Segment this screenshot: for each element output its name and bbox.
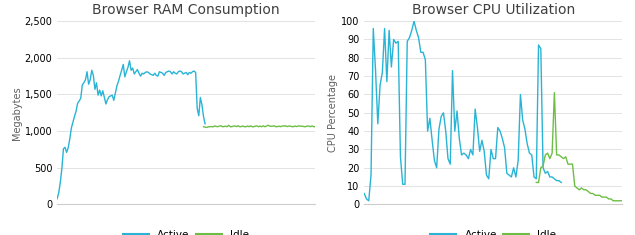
Active — [80, 81, 88, 84]
Idle — [537, 166, 545, 169]
Active — [201, 122, 209, 125]
Idle — [559, 157, 567, 160]
Active — [163, 70, 171, 73]
Legend: Active, Idle: Active, Idle — [430, 230, 556, 235]
Line: Idle: Idle — [537, 93, 622, 201]
Active — [159, 72, 166, 75]
Idle — [199, 125, 207, 128]
Idle — [596, 194, 603, 197]
Idle — [539, 164, 547, 167]
Idle — [305, 125, 313, 128]
Legend: Active, Idle: Active, Idle — [123, 230, 250, 235]
Idle — [569, 163, 577, 165]
Idle — [587, 192, 594, 195]
Active — [410, 20, 418, 23]
Idle — [607, 198, 615, 200]
Idle — [573, 187, 581, 189]
Idle — [598, 196, 606, 199]
Idle — [311, 125, 319, 128]
Active — [419, 51, 427, 54]
Idle — [241, 125, 248, 128]
Idle — [566, 163, 574, 165]
Idle — [274, 125, 281, 128]
Idle — [555, 153, 563, 156]
Y-axis label: CPU Percentage: CPU Percentage — [328, 74, 338, 152]
Active — [519, 119, 526, 121]
Active — [60, 147, 67, 150]
Idle — [612, 199, 619, 202]
Idle — [600, 196, 608, 199]
Idle — [571, 185, 578, 188]
Idle — [533, 181, 540, 184]
Active — [361, 192, 368, 195]
Idle — [605, 198, 613, 200]
Line: Idle: Idle — [203, 125, 315, 127]
Active — [53, 197, 61, 200]
Idle — [582, 188, 590, 191]
Idle — [562, 155, 570, 158]
Idle — [217, 124, 225, 127]
Active — [156, 70, 163, 73]
Active — [365, 199, 373, 202]
Idle — [580, 188, 587, 191]
Idle — [203, 126, 210, 129]
Idle — [610, 199, 617, 202]
Idle — [548, 152, 556, 155]
Y-axis label: Megabytes: Megabytes — [11, 86, 22, 140]
Idle — [585, 190, 592, 193]
Active — [367, 174, 375, 176]
Idle — [542, 153, 549, 156]
Active — [462, 153, 470, 156]
Idle — [603, 196, 610, 199]
Idle — [553, 153, 561, 156]
Idle — [278, 125, 286, 127]
Title: Browser RAM Consumption: Browser RAM Consumption — [92, 3, 280, 17]
Idle — [535, 181, 542, 184]
Idle — [544, 152, 551, 155]
Idle — [564, 163, 572, 165]
Idle — [618, 199, 626, 202]
Title: Browser CPU Utilization: Browser CPU Utilization — [411, 3, 575, 17]
Active — [165, 70, 173, 72]
Line: Active: Active — [364, 21, 561, 201]
Idle — [589, 192, 597, 195]
Active — [126, 59, 133, 62]
Idle — [578, 187, 585, 189]
Idle — [551, 91, 558, 94]
Idle — [558, 155, 565, 158]
Idle — [546, 157, 554, 160]
Idle — [225, 124, 232, 127]
Line: Active: Active — [57, 61, 205, 199]
Idle — [616, 199, 624, 202]
Idle — [266, 125, 274, 127]
Idle — [614, 199, 622, 202]
Idle — [575, 188, 583, 191]
Idle — [591, 194, 599, 197]
Idle — [594, 194, 601, 197]
Active — [558, 181, 565, 184]
Active — [422, 58, 429, 61]
Active — [481, 150, 488, 153]
